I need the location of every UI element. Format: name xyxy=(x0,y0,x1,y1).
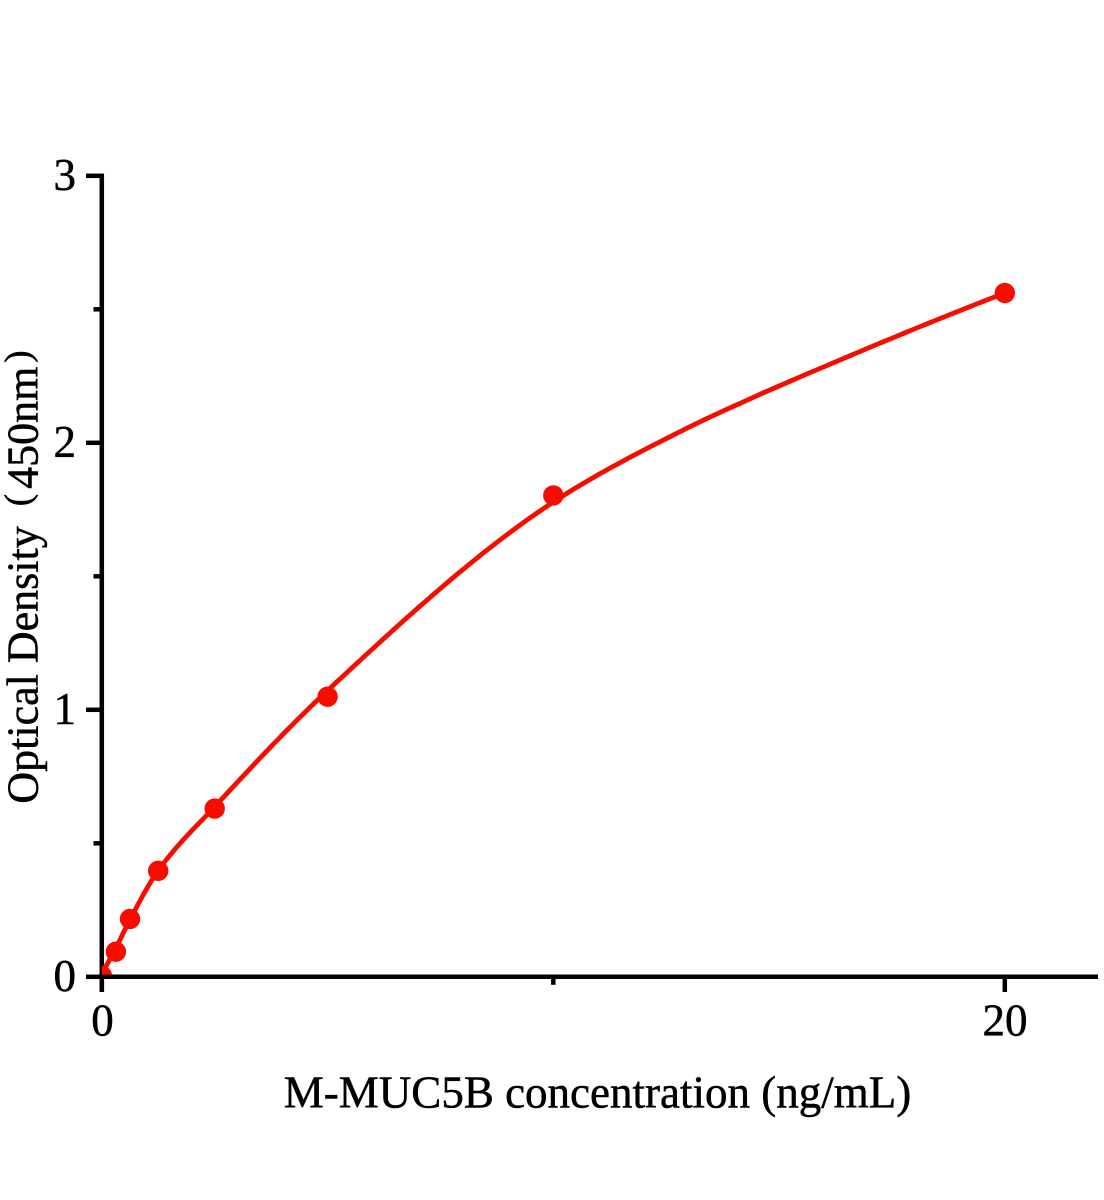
svg-text:3: 3 xyxy=(54,150,77,200)
svg-text:20: 20 xyxy=(983,996,1028,1046)
svg-text:0: 0 xyxy=(91,996,114,1046)
svg-text:0: 0 xyxy=(54,951,77,1001)
svg-text:1: 1 xyxy=(54,684,77,734)
svg-text:Optical Density(450nm): Optical Density(450nm) xyxy=(0,350,48,803)
svg-text:M-MUC5B concentration (ng/mL): M-MUC5B concentration (ng/mL) xyxy=(284,1068,911,1118)
svg-text:2: 2 xyxy=(54,417,77,467)
